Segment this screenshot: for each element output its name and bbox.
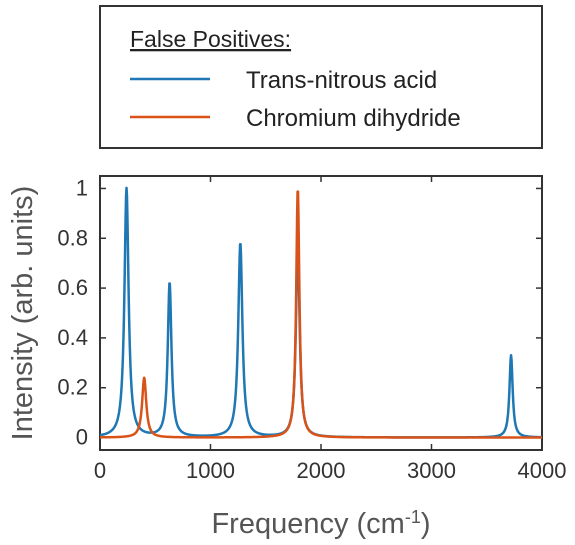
y-tick-label: 0.6 (57, 275, 88, 300)
series (99, 186, 543, 439)
x-tick-label: 4000 (518, 458, 567, 483)
series-line-trans-nitrous-acid (99, 186, 543, 439)
y-tick-label: 0 (76, 425, 88, 450)
y-tick-label: 1 (76, 175, 88, 200)
y-tick-label: 0.4 (57, 325, 88, 350)
x-tick-label: 3000 (407, 458, 456, 483)
x-tick-label: 0 (94, 458, 106, 483)
y-axis-label: Intensity (arb. units) (7, 186, 39, 441)
y-tick-label: 0.8 (57, 225, 88, 250)
legend-box (99, 5, 543, 149)
legend-title: False Positives: (130, 26, 291, 52)
legend-entry-chromium-dihydride: Chromium dihydride (246, 105, 461, 132)
x-axis-label: Frequency (cm-1) (211, 507, 430, 540)
ticks: 0 1000 2000 3000 4000 0 0.2 0.4 0.6 0.8 1 (57, 175, 566, 483)
legend-entry-trans-nitrous-acid: Trans-nitrous acid (246, 67, 437, 94)
legend: False Positives: Trans-nitrous acid Chro… (99, 5, 543, 149)
y-tick-label: 0.2 (57, 375, 88, 400)
plot-frame (99, 175, 543, 451)
x-tick-label: 2000 (297, 458, 346, 483)
x-tick-label: 1000 (186, 458, 235, 483)
series-line-chromium-dihydride (99, 190, 543, 439)
